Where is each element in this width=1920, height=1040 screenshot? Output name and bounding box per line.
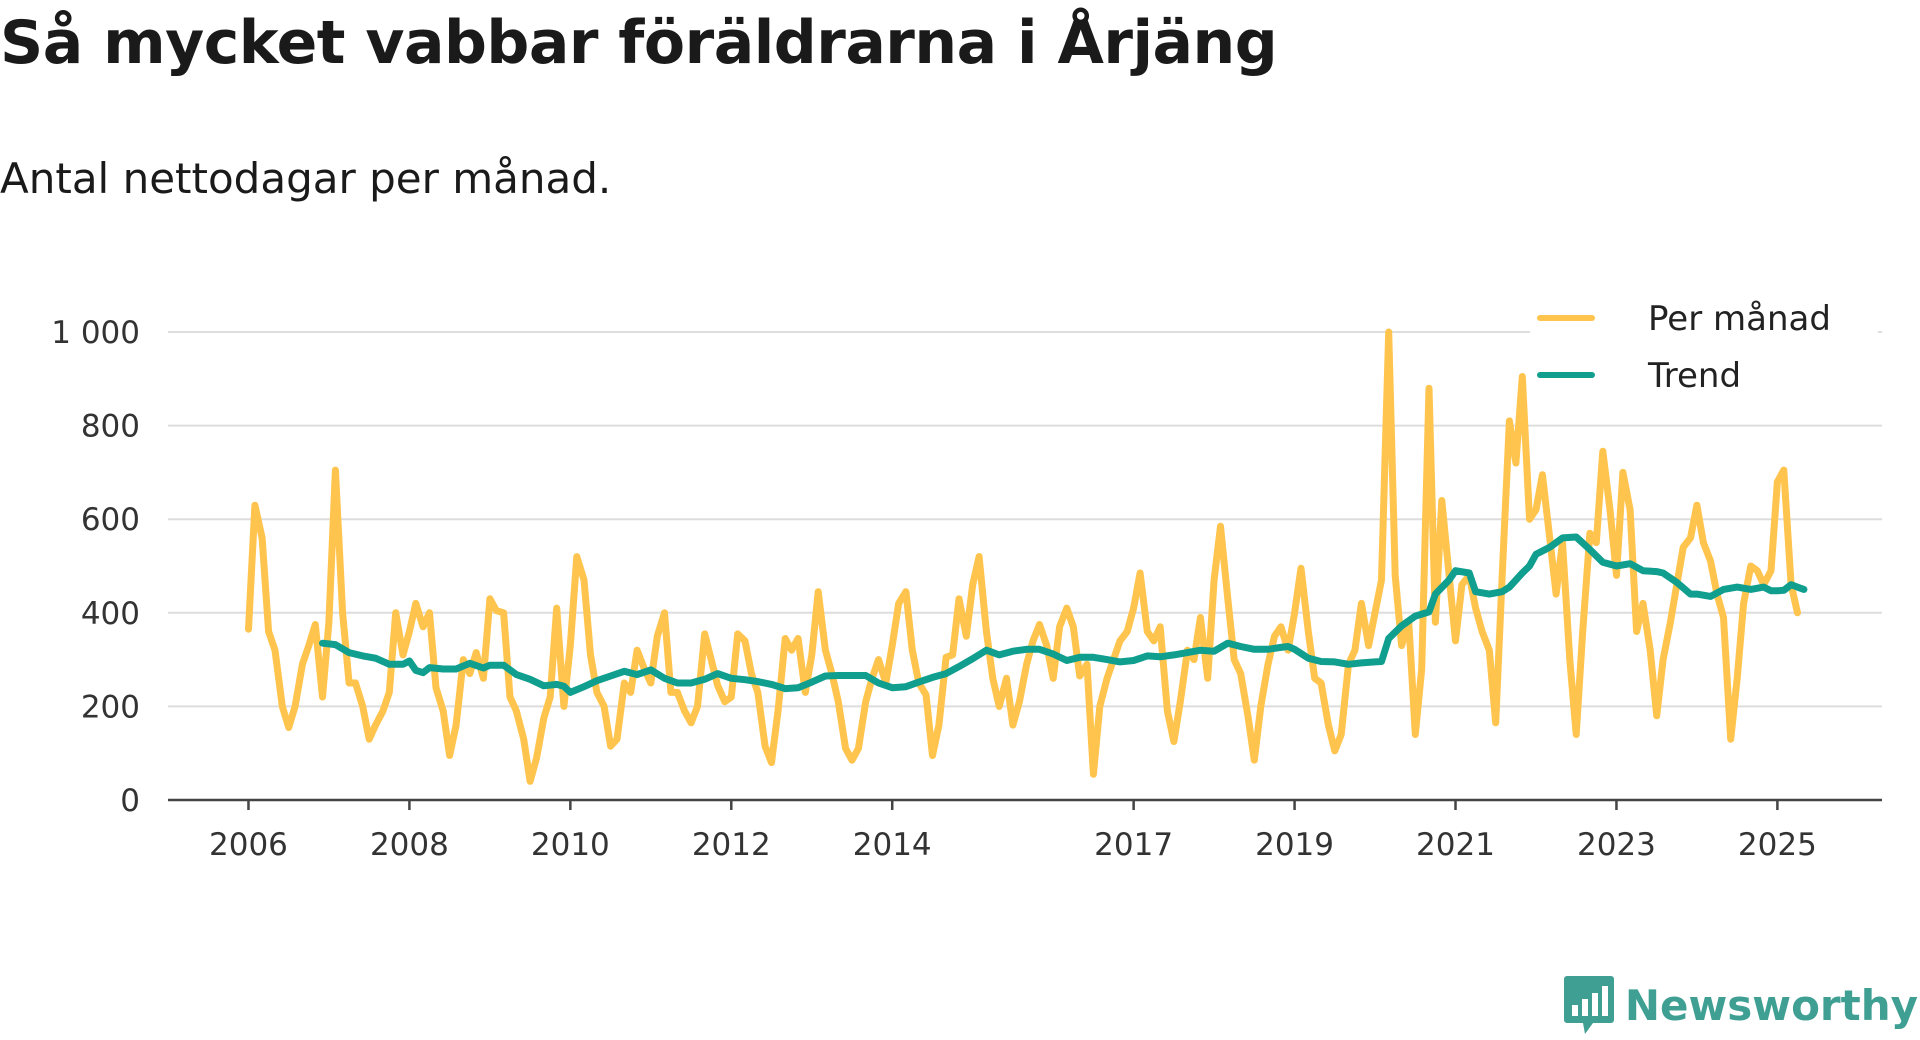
legend-background: [1530, 292, 1878, 334]
y-tick-label-600: 600: [81, 502, 140, 538]
x-tick-label-2025: 2025: [1738, 827, 1817, 863]
x-tick-label-2012: 2012: [692, 827, 771, 863]
newsworthy-logo-icon: [1563, 976, 1614, 1034]
legend-label-trend: Trend: [1647, 356, 1741, 396]
x-tick-label-2014: 2014: [853, 827, 932, 863]
y-tick-label-1000: 1 000: [51, 315, 140, 351]
legend-label-per-manad: Per månad: [1648, 299, 1831, 339]
x-tick-label-2010: 2010: [531, 827, 610, 863]
x-axis: 2006 2008 2010 2012 2014 2017 2019 2021 2023 2025: [168, 798, 1882, 863]
y-tick-label-400: 400: [81, 596, 140, 632]
brand-name: Newsworthy: [1624, 980, 1918, 1030]
x-tick-label-2017: 2017: [1094, 827, 1173, 863]
x-tick-label-2023: 2023: [1577, 827, 1656, 863]
y-tick-label-800: 800: [81, 409, 140, 445]
series-line-trend: [319, 533, 1808, 696]
series-lines: [245, 328, 1808, 785]
x-tick-label-2006: 2006: [209, 827, 288, 863]
x-tick-label-2019: 2019: [1255, 827, 1334, 863]
x-tick-label-2008: 2008: [370, 827, 449, 863]
y-tick-label-200: 200: [81, 689, 140, 725]
chart-subtitle: Antal nettodagar per månad.: [0, 154, 612, 203]
chart-title: Så mycket vabbar föräldrarna i Årjäng: [0, 8, 1278, 78]
y-tick-label-0: 0: [120, 783, 140, 819]
x-tick-label-2021: 2021: [1416, 827, 1495, 863]
legend: Per månad Trend: [1530, 292, 1878, 396]
y-axis: 0 200 400 600 800 1 000: [51, 315, 140, 819]
series-line-per-manad: [245, 328, 1801, 785]
newsworthy-brand: Newsworthy: [1563, 974, 1918, 1036]
